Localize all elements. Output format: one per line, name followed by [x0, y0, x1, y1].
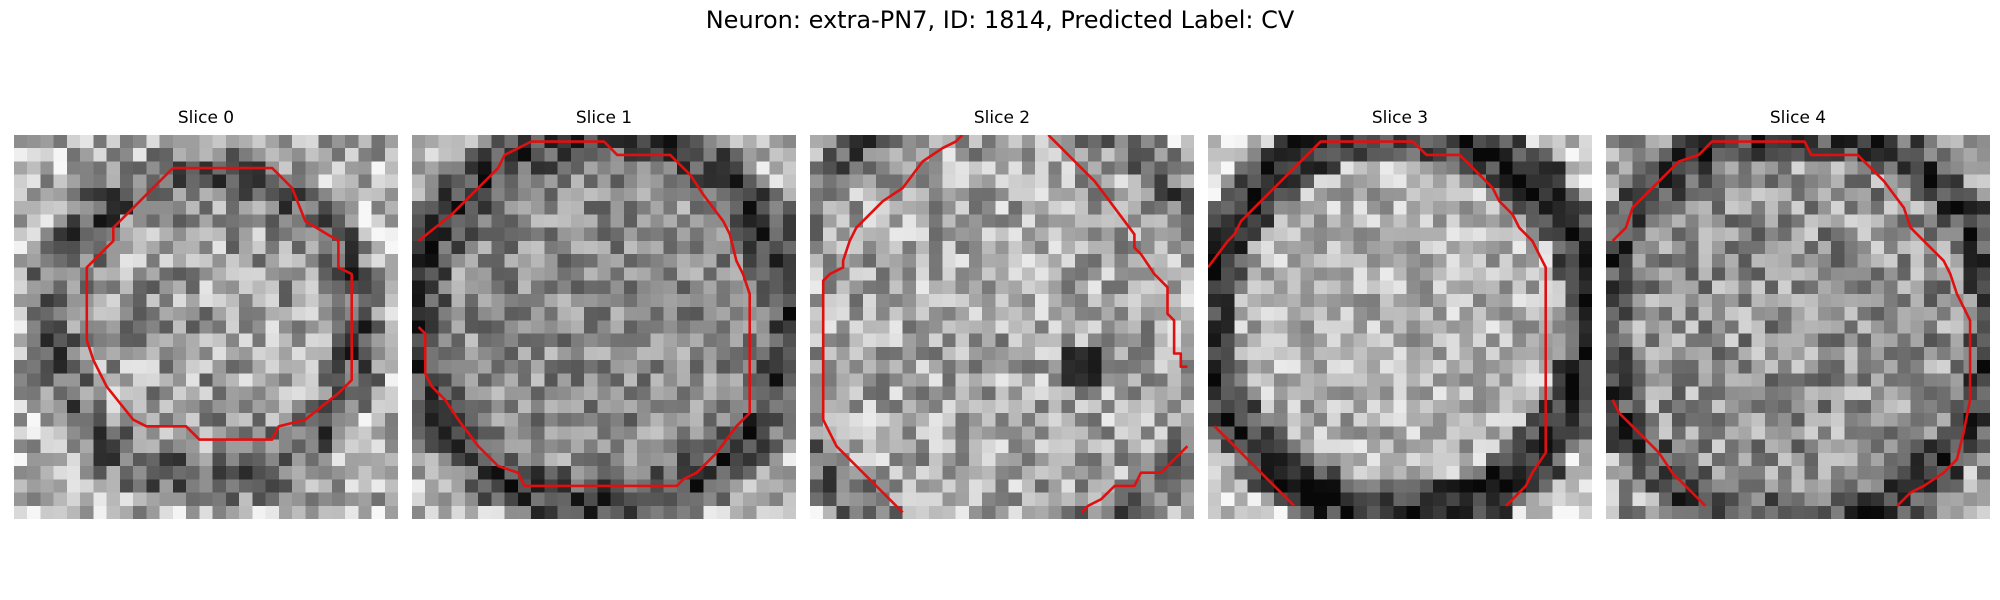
slice-title-0: Slice 0 [177, 108, 235, 128]
figure-title: Neuron: extra-PN7, ID: 1814, Predicted L… [705, 6, 1295, 34]
slice-panel-2: Slice 2 [810, 108, 1194, 520]
slice-image-1 [412, 135, 796, 519]
slice-title-4: Slice 4 [1769, 108, 1827, 128]
slice-grayscale-image [14, 135, 398, 519]
slice-grayscale-image [810, 135, 1194, 519]
segmentation-contour-1 [1213, 425, 1296, 507]
slice-title-3: Slice 3 [1371, 108, 1429, 128]
slice-panel-1: Slice 1 [412, 108, 796, 520]
segmentation-contour-0 [85, 166, 354, 441]
slice-grayscale-image [412, 135, 796, 519]
slice-title-2: Slice 2 [973, 108, 1031, 128]
slice-image-0 [14, 135, 398, 519]
slice-image-3 [1208, 135, 1592, 519]
segmentation-contour-0 [821, 135, 964, 514]
segmentation-contour-2 [1080, 445, 1189, 514]
segmentation-contour-1 [1047, 135, 1188, 368]
slice-grayscale-image [1208, 135, 1592, 519]
segmentation-contour-1 [1611, 399, 1707, 507]
slice-image-2 [810, 135, 1194, 519]
segmentation-contour-0 [1208, 140, 1548, 507]
slice-grayscale-image [1606, 135, 1990, 519]
segmentation-contour-0 [1611, 140, 1972, 507]
slice-panel-4: Slice 4 [1606, 108, 1990, 520]
slice-title-1: Slice 1 [575, 108, 633, 128]
slice-image-4 [1606, 135, 1990, 519]
slice-panel-3: Slice 3 [1208, 108, 1592, 520]
slice-panel-0: Slice 0 [14, 108, 398, 520]
segmentation-contour-0 [417, 140, 752, 488]
